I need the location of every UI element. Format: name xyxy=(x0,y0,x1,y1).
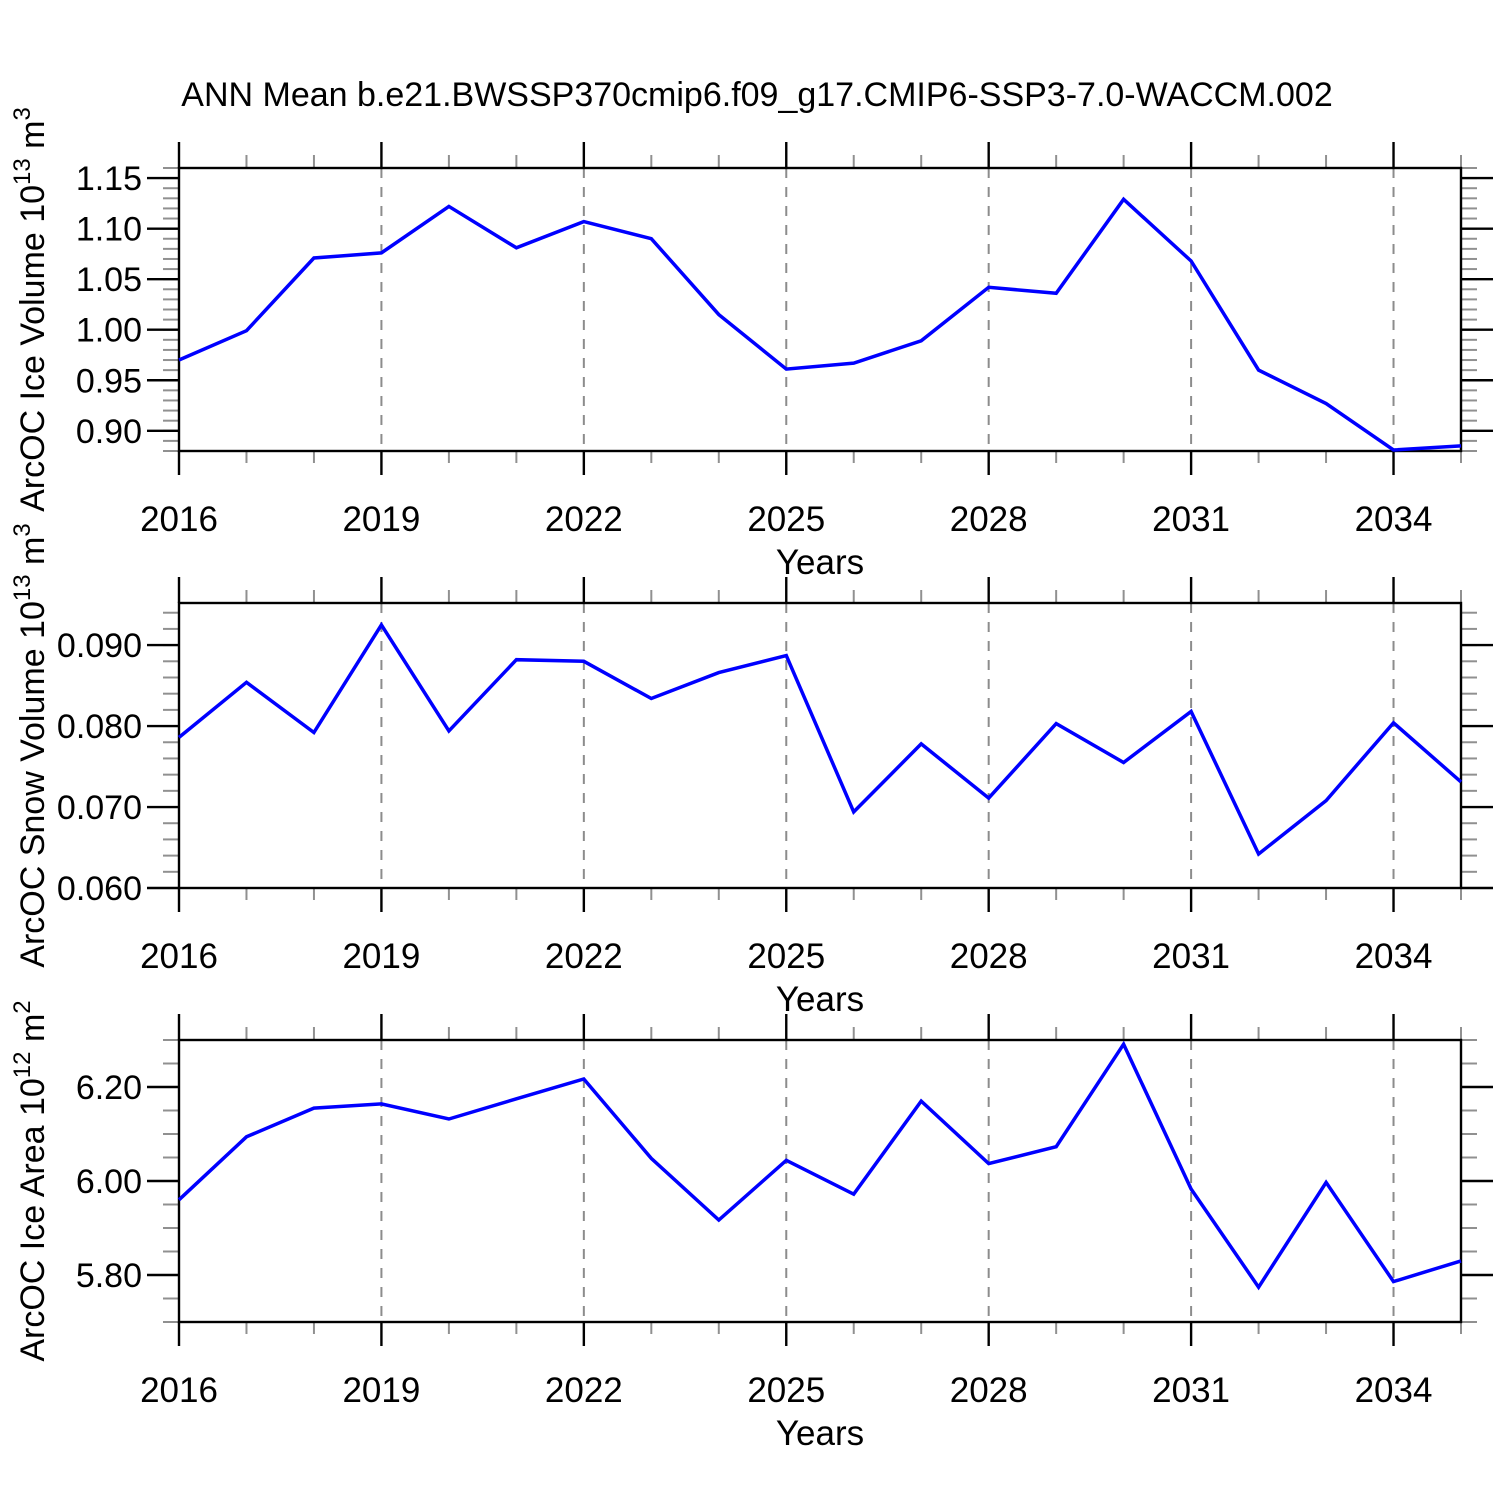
x-axis-title: Years xyxy=(776,980,864,1019)
x-tick-label: 2022 xyxy=(545,1371,623,1410)
y-axis-title: ArcOC Snow Volume 1013 m3 xyxy=(9,523,52,967)
series-line-0 xyxy=(178,196,1462,452)
x-tick-label: 2031 xyxy=(1152,937,1230,976)
series-line-1 xyxy=(177,621,1463,857)
x-tick-label: 2022 xyxy=(545,937,623,976)
y-tick-label: 0.090 xyxy=(57,627,142,665)
x-tick-label: 2019 xyxy=(342,1371,420,1410)
series-line-2 xyxy=(177,1040,1462,1291)
x-tick-label: 2016 xyxy=(140,1371,218,1410)
y-tick-label: 0.080 xyxy=(57,708,142,746)
panel-1: 0.060 0.070 0.080 0.090 2016 2019 2022 2025 2028… xyxy=(9,523,1493,1019)
y-tick-label: 1.05 xyxy=(76,261,142,299)
plot-frame xyxy=(177,166,1463,453)
x-tick-label: 2028 xyxy=(950,937,1028,976)
y-tick-label: 0.070 xyxy=(57,789,142,827)
y-tick-label: 1.15 xyxy=(76,160,142,198)
chart-title: ANN Mean b.e21.BWSSP370cmip6.f09_g17.CMI… xyxy=(181,76,1333,114)
y-tick-label: 0.060 xyxy=(57,870,142,908)
x-tick-label: 2034 xyxy=(1355,937,1433,976)
x-axis-title: Years xyxy=(776,1414,864,1453)
x-tick-label: 2028 xyxy=(950,1371,1028,1410)
panel-2: 5.80 6.00 6.20 2016 2019 2022 2025 2028 2031 2034… xyxy=(9,1000,1493,1453)
y-tick-label: 5.80 xyxy=(76,1257,142,1295)
x-axis-title: Years xyxy=(776,543,864,582)
y-axis-title: ArcOC Ice Volume 1013 m3 xyxy=(9,107,52,512)
x-tick-label: 2016 xyxy=(140,937,218,976)
panel-0: 0.90 0.95 1.00 1.05 1.10 1.15 2016 2019 2022 2025… xyxy=(9,107,1493,582)
x-tick-label: 2016 xyxy=(140,500,218,539)
y-tick-label: 1.00 xyxy=(76,312,142,350)
x-tick-label: 2025 xyxy=(747,500,825,539)
y-tick-label: 1.10 xyxy=(76,211,142,249)
x-tick-label: 2019 xyxy=(342,937,420,976)
x-tick-label: 2025 xyxy=(747,937,825,976)
plot-frame xyxy=(177,601,1463,890)
y-tick-label: 0.95 xyxy=(76,362,142,400)
y-axis-title: ArcOC Ice Area 1012 m2 xyxy=(9,1000,52,1361)
y-tick-label: 6.20 xyxy=(76,1069,142,1107)
x-tick-label: 2028 xyxy=(950,500,1028,539)
y-tick-label: 6.00 xyxy=(76,1163,142,1201)
y-tick-label: 0.90 xyxy=(76,413,142,451)
x-tick-label: 2031 xyxy=(1152,1371,1230,1410)
x-tick-label: 2031 xyxy=(1152,500,1230,539)
x-tick-label: 2034 xyxy=(1355,500,1433,539)
x-tick-label: 2034 xyxy=(1355,1371,1433,1410)
x-tick-label: 2022 xyxy=(545,500,623,539)
x-tick-label: 2025 xyxy=(747,1371,825,1410)
x-tick-label: 2019 xyxy=(342,500,420,539)
plot-frame xyxy=(177,1038,1463,1324)
